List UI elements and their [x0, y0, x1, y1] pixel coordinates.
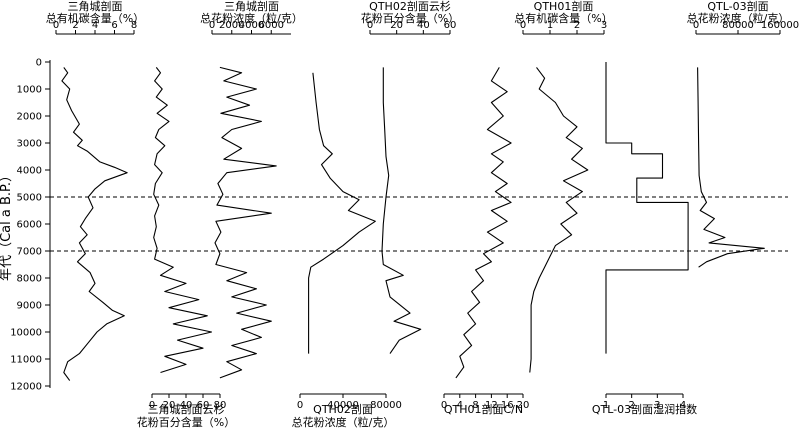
y-tick-label: 2000 [17, 112, 42, 123]
x-tick-label: 4000 [239, 20, 264, 31]
y-tick-label: 7000 [17, 247, 42, 258]
series-line-p9 [697, 67, 765, 268]
x-tick-label: 2 [72, 20, 78, 31]
panel-title: 总花粉浓度（粒/克） [292, 415, 395, 429]
x-tick-label: 16 [501, 400, 514, 411]
x-tick-label: 8 [131, 20, 137, 31]
y-axis-label: 年代（Cal a B.P.） [0, 169, 14, 281]
series-line-p6 [455, 67, 512, 379]
x-tick-label: 3 [601, 20, 607, 31]
panel-title: 总花粉浓度（粒/克） [687, 11, 790, 25]
x-tick-label: 20 [390, 20, 403, 31]
panel-title: 总有机碳含量（%） [46, 11, 144, 25]
x-tick-label: 0 [209, 20, 215, 31]
x-tick-label: 1 [547, 20, 553, 31]
x-tick-label: 6 [111, 20, 117, 31]
x-tick-label: 40000 [327, 400, 359, 411]
x-tick-label: 6000 [259, 20, 284, 31]
x-tick-label: 80000 [370, 400, 402, 411]
y-tick-label: 5000 [17, 193, 42, 204]
x-tick-label: 0 [297, 400, 303, 411]
series-line-p2 [153, 67, 213, 374]
y-tick-label: 4000 [17, 166, 42, 177]
y-tick-label: 1000 [17, 85, 42, 96]
x-tick-label: 4 [92, 20, 98, 31]
y-tick-label: 3000 [17, 139, 42, 150]
x-tick-label: 20 [163, 400, 176, 411]
x-tick-label: 8 [472, 400, 478, 411]
panel-title: QTL-03剖面湿润指数 [592, 402, 697, 416]
panel-title: QTL-03剖面 [707, 0, 768, 13]
panel-title: 总有机碳含量（%） [514, 11, 612, 25]
x-tick-label: 4 [680, 400, 686, 411]
x-tick-label: 0 [520, 20, 526, 31]
x-tick-label: 2 [628, 400, 634, 411]
x-tick-label: 60 [197, 400, 210, 411]
series-line-p7 [529, 67, 589, 373]
x-tick-label: 0 [441, 400, 447, 411]
y-tick-label: 10000 [10, 328, 42, 339]
panel-title: QTH02剖面 [313, 402, 373, 416]
x-tick-label: 80000 [722, 20, 754, 31]
panel-title: 三角城剖面 [68, 0, 123, 13]
panel-title: QTH01剖面 [534, 0, 594, 13]
x-tick-label: 80 [214, 400, 227, 411]
x-tick-label: 0 [149, 400, 155, 411]
series-line-p8 [605, 62, 689, 354]
x-tick-label: 12 [485, 400, 498, 411]
x-tick-label: 4 [457, 400, 463, 411]
y-tick-label: 8000 [17, 274, 42, 285]
y-tick-label: 9000 [17, 301, 42, 312]
panel-title: 三角城剖面 [224, 0, 279, 13]
panel-title: QTH02剖面云杉 [369, 0, 451, 13]
x-tick-label: 0 [53, 20, 59, 31]
panel-title: 花粉百分含量（%） [137, 415, 235, 429]
panel-title: 总花粉浓度（粒/克） [200, 11, 303, 25]
x-tick-label: 3 [654, 400, 660, 411]
x-tick-label: 40 [417, 20, 430, 31]
x-tick-label: 0 [367, 20, 373, 31]
x-tick-label: 160000 [761, 20, 799, 31]
panel-title: 花粉百分含量（%） [361, 11, 459, 25]
y-tick-label: 0 [36, 58, 42, 69]
series-line-p4 [308, 72, 376, 354]
series-line-p3 [214, 66, 277, 379]
x-tick-label: 20 [517, 400, 530, 411]
x-tick-label: 0 [693, 20, 699, 31]
y-tick-label: 12000 [10, 382, 42, 393]
panel-title: QTH01剖面C/N [444, 402, 523, 416]
x-tick-label: 2000 [219, 20, 244, 31]
series-line-p1 [61, 67, 128, 381]
y-tick-label: 6000 [17, 220, 42, 231]
x-tick-label: 2 [574, 20, 580, 31]
x-tick-label: 1 [603, 400, 609, 411]
x-tick-label: 60 [444, 20, 457, 31]
y-tick-label: 11000 [10, 355, 42, 366]
series-line-p5 [381, 67, 422, 354]
x-tick-label: 40 [180, 400, 193, 411]
panel-title: 三角城剖面云杉 [148, 402, 225, 416]
